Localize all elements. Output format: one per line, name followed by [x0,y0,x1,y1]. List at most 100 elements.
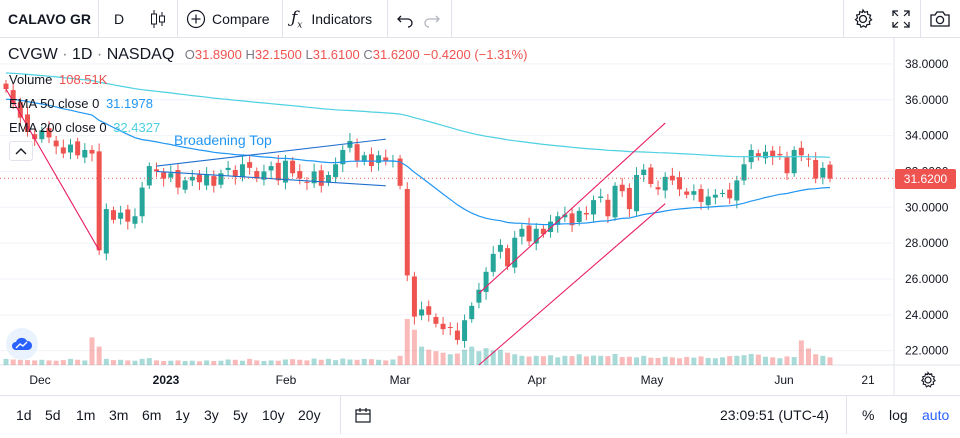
candle-body [591,200,597,215]
volume-bar [813,354,819,365]
range-button-1y[interactable]: 1y [175,407,190,423]
volume-bar [297,359,303,365]
x-tick-label: Jun [774,373,793,387]
settings-button[interactable] [852,0,874,38]
volume-bar [827,357,833,365]
volume-bar [662,356,668,365]
candle-body [598,196,604,198]
ema200-value: 32.4327 [113,120,161,135]
candle-body [612,185,618,218]
candle-body [132,216,138,224]
legend-interval: 1D [72,46,93,63]
volume-bar [39,359,45,365]
toolbar-divider [920,0,921,38]
volume-bar [361,358,367,365]
candle-body [232,170,238,177]
candle-body [204,175,210,186]
ema50-legend[interactable]: EMA 50 close 0 31.1978 [9,96,153,111]
redo-button[interactable] [423,0,441,38]
candle-body [727,189,733,199]
candle-body [483,271,489,292]
legend-dot: · [62,46,68,63]
legend-symbol: CVGW [8,46,58,63]
range-button-1m[interactable]: 1m [76,407,96,423]
volume-bar [311,358,317,365]
interval-button[interactable]: D [114,0,124,38]
range-button-1d[interactable]: 1d [16,407,32,423]
range-button-10y[interactable]: 10y [262,407,285,423]
ema200-legend[interactable]: EMA 200 close 0 32.4327 [9,120,160,135]
candle-body [827,164,833,179]
toolbar-divider [340,396,341,434]
volume-bar [755,354,761,365]
indicators-button[interactable]: ƒx Indicators [291,0,372,38]
undo-button[interactable] [396,0,414,38]
volume-bar [591,355,597,365]
volume-bar [798,340,804,365]
candle-body [698,189,704,202]
logo-button[interactable] [6,328,38,360]
log-scale-toggle[interactable]: log [889,407,908,423]
volume-bar [125,360,131,365]
volume-bar [548,355,554,365]
chart-type-button[interactable] [150,0,166,38]
volume-bar [17,359,23,365]
candle-body [770,150,776,158]
volume-bar [777,358,783,365]
collapse-legend-button[interactable] [9,141,33,161]
volume-bar [261,361,267,365]
candle-body [512,237,518,268]
fullscreen-button[interactable] [891,0,911,38]
range-button-3m[interactable]: 3m [109,407,129,423]
chart-area[interactable]: 38.000036.000034.000032.000030.000028.00… [0,38,960,395]
ohlc-o-value: 31.8900 [194,47,242,62]
candle-body [168,173,174,178]
volume-bar [46,360,52,365]
percent-scale-toggle[interactable]: % [862,407,875,423]
symbol-search[interactable]: CALAVO GR [8,0,91,38]
candle-body [490,253,496,272]
axis-settings-button[interactable] [919,371,937,394]
candle-body [634,175,640,212]
volume-bar [497,349,503,365]
range-button-6m[interactable]: 6m [142,407,162,423]
candle-body [146,166,152,186]
snapshot-button[interactable] [929,0,951,38]
volume-bar [168,360,174,365]
date-range-button[interactable] [354,396,372,434]
candle-body [583,213,589,215]
volume-bar [469,346,475,365]
toolbar-divider [282,0,283,38]
candle-body [110,210,116,220]
auto-scale-toggle[interactable]: auto [922,407,950,423]
candle-body [433,316,439,324]
compare-button[interactable]: Compare [186,0,270,38]
volume-bar [447,354,453,365]
volume-legend[interactable]: Volume 108.51K [9,72,107,87]
camera-icon [930,11,950,27]
range-button-20y[interactable]: 20y [298,407,321,423]
candle-body [347,140,353,148]
candle-body [440,323,446,330]
volume-bar [684,357,690,365]
volume-bar [132,360,138,365]
price-chart[interactable]: 38.000036.000034.000032.000030.000028.00… [0,38,960,395]
volume-bar [820,355,826,365]
y-tick-label: 28.0000 [905,236,949,250]
candle-body [340,149,346,165]
chevron-up-icon [15,148,27,155]
volume-bar [720,357,726,365]
volume-bar [10,359,16,365]
volume-bar [325,358,331,365]
range-button-5d[interactable]: 5d [45,407,61,423]
symbol-label: CALAVO GR [8,11,91,27]
y-tick-label: 26.0000 [905,272,949,286]
candle-body [677,177,683,190]
volume-bar [196,361,202,365]
range-button-5y[interactable]: 5y [233,407,248,423]
clock-time[interactable]: 23:09:51 (UTC-4) [720,407,829,423]
volume-bar [476,351,482,365]
volume-bar [691,357,697,365]
range-button-3y[interactable]: 3y [204,407,219,423]
volume-bar [254,360,260,365]
